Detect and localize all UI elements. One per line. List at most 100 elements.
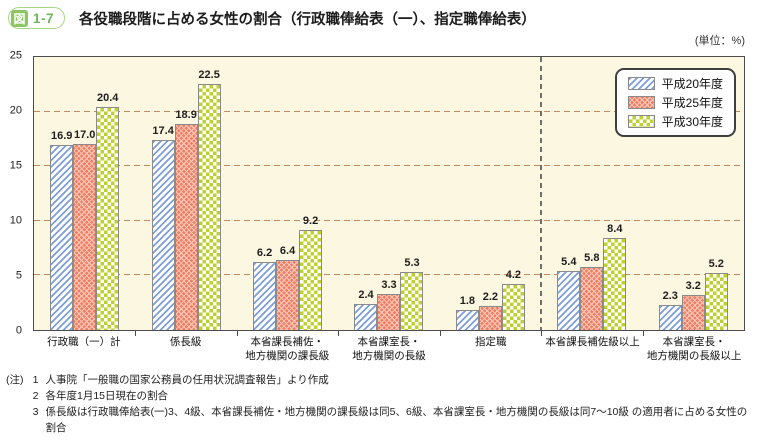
bar-group: 16.9 17.0 20.4	[34, 57, 135, 330]
legend-swatch-h20	[627, 77, 655, 90]
figure-badge-number: 1-7	[33, 10, 55, 26]
bar: 17.4	[151, 126, 175, 330]
y-tick-label: 25	[9, 49, 22, 62]
x-axis-label: 行政職（一）計	[47, 336, 121, 348]
y-tick-label: 10	[9, 214, 22, 227]
bar: 8.4	[603, 224, 627, 330]
bar: 16.9	[50, 131, 74, 330]
x-axis-label: 本省課長補佐・ 地方機関の課長級	[245, 336, 330, 362]
bar-value-label: 17.4	[152, 125, 174, 137]
legend-label-h20: 平成20年度	[661, 76, 723, 91]
bar-group: 5.4 5.8 8.4	[541, 57, 642, 330]
bar-value-label: 20.4	[96, 92, 119, 105]
bar-value-label: 9.2	[302, 214, 319, 227]
bar: 1.8	[455, 296, 479, 330]
bar-value-label: 4.2	[505, 269, 522, 282]
bar: 2.4	[354, 289, 378, 330]
bar-value-label: 22.5	[198, 69, 220, 82]
footnote-number: 2	[32, 390, 39, 403]
bar-group: 1.8 2.2 4.2	[440, 57, 541, 330]
bar: 5.4	[557, 257, 581, 330]
bar-group: 2.3 3.2 5.2	[643, 57, 744, 330]
figure-page: 図 1-7 各役職段階に占める女性の割合（行政職俸給表（一）、指定職俸給表） (…	[0, 6, 760, 440]
bar-group: 17.4 18.9 22.5	[135, 57, 236, 330]
bar: 4.2	[501, 270, 525, 330]
x-axis-label: 係長級	[169, 336, 202, 348]
bar-value-label: 2.2	[482, 290, 499, 303]
x-axis-label: 本省課室長・ 地方機関の長級	[352, 336, 426, 362]
legend-label-h30: 平成30年度	[661, 114, 723, 129]
x-axis-tick	[236, 331, 238, 336]
legend-item: 平成30年度	[627, 114, 723, 129]
bar: 5.2	[704, 259, 728, 330]
footnote-list: 1 人事院「一般職の国家公務員の任用状況調査報告」より作成 2 各年度1月15日現在の…	[30, 373, 751, 436]
bar-value-label: 18.9	[175, 108, 197, 121]
bar: 20.4	[96, 93, 120, 330]
figure-badge-icon: 図	[11, 9, 28, 27]
figure-number-badge: 図 1-7	[8, 7, 66, 29]
plot-area: 平成20年度 平成25年度 平成30年度 16.9 17.0 20.4 17.4 18.…	[33, 56, 745, 336]
unit-label: (単位：%)	[694, 35, 745, 47]
page-title: 各役職段階に占める女性の割合（行政職俸給表（一）、指定職俸給表）	[79, 11, 536, 28]
bar: 9.2	[299, 215, 323, 330]
bar: 5.3	[400, 258, 424, 330]
footnote-item: 1 人事院「一般職の国家公務員の任用状況調査報告」より作成	[30, 373, 751, 389]
x-axis-labels: 行政職（一）計 係長級 本省課長補佐・ 地方機関の課長級 本省課室長・ 地方機関の長級…	[33, 336, 745, 363]
legend-swatch-h30	[627, 115, 655, 128]
bar-value-label: 3.2	[685, 280, 701, 293]
y-tick-label: 15	[9, 159, 22, 172]
bar: 3.2	[681, 281, 705, 330]
gridline	[34, 274, 744, 276]
bar-value-label: 5.2	[708, 258, 724, 271]
legend-label-h25: 平成25年度	[661, 95, 723, 110]
bar-value-label: 6.4	[279, 245, 296, 258]
x-axis-label: 本省課長補佐級以上	[545, 336, 640, 348]
bar: 6.4	[276, 246, 300, 330]
legend: 平成20年度 平成25年度 平成30年度	[614, 68, 736, 137]
bar-value-label: 3.3	[381, 278, 397, 291]
bar-value-label: 2.4	[358, 288, 374, 301]
footnote-item: 2 各年度1月15日現在の割合	[30, 389, 751, 405]
bar-value-label: 6.2	[256, 247, 273, 260]
x-axis-tick	[439, 331, 441, 336]
y-tick-label: 5	[15, 269, 22, 282]
y-tick-label: 0	[15, 324, 22, 337]
footnote-prefix: (注)	[6, 374, 24, 387]
bar: 6.2	[253, 248, 277, 330]
bar-value-label: 5.8	[584, 251, 600, 264]
footnote-text: 各年度1月15日現在の割合	[45, 390, 169, 403]
bar-value-label: 5.3	[404, 257, 420, 270]
gridline	[34, 165, 744, 167]
bar-chart: 0 5 10 15 20 25 平成20年度 平成25年度 平成30年度 16.9 17.0…	[10, 50, 745, 336]
x-axis-tick	[338, 331, 340, 336]
bar-value-label: 17.0	[73, 129, 96, 142]
bar-value-label: 8.4	[607, 223, 623, 236]
y-tick-label: 20	[9, 104, 22, 117]
legend-item: 平成20年度	[627, 76, 723, 91]
bar: 17.0	[73, 130, 97, 330]
bar: 2.3	[658, 290, 682, 330]
bar: 5.8	[580, 252, 604, 330]
x-axis-tick	[135, 331, 137, 336]
x-axis-label: 本省課室長・ 地方機関の長級以上	[646, 336, 742, 362]
footnotes: (注) 1 人事院「一般職の国家公務員の任用状況調査報告」より作成 2 各年度1月15…	[6, 373, 750, 436]
footnote-text: 人事院「一般職の国家公務員の任用状況調査報告」より作成	[45, 374, 329, 387]
legend-swatch-h25	[627, 96, 655, 109]
gridline	[34, 110, 744, 112]
legend-item: 平成25年度	[627, 95, 723, 110]
footnote-number: 1	[32, 374, 39, 387]
bar-groups: 16.9 17.0 20.4 17.4 18.9 22.5 6.2 6.4 9.2 2.4 3.3 5…	[34, 57, 744, 330]
footnote-text: 係長級は行政職俸給表(一)3、4級、本省課長補佐・地方機関の課長級は同5、6級、…	[45, 405, 748, 434]
bar-group: 2.4 3.3 5.3	[338, 57, 439, 330]
bar-value-label: 1.8	[459, 295, 476, 308]
x-axis-label: 指定職	[474, 336, 507, 348]
bar: 18.9	[174, 109, 198, 330]
figure-header: 図 1-7 各役職段階に占める女性の割合（行政職俸給表（一）、指定職俸給表）	[8, 6, 760, 30]
footnote-item: 3 係長級は行政職俸給表(一)3、4級、本省課長補佐・地方機関の課長級は同5、6級…	[30, 405, 751, 437]
y-axis: 0 5 10 15 20 25	[0, 50, 27, 336]
bar-group: 6.2 6.4 9.2	[237, 57, 338, 330]
bar: 2.2	[478, 291, 502, 330]
bar-value-label: 2.3	[662, 289, 678, 302]
bar-value-label: 5.4	[561, 256, 577, 269]
bar: 3.3	[377, 279, 401, 330]
